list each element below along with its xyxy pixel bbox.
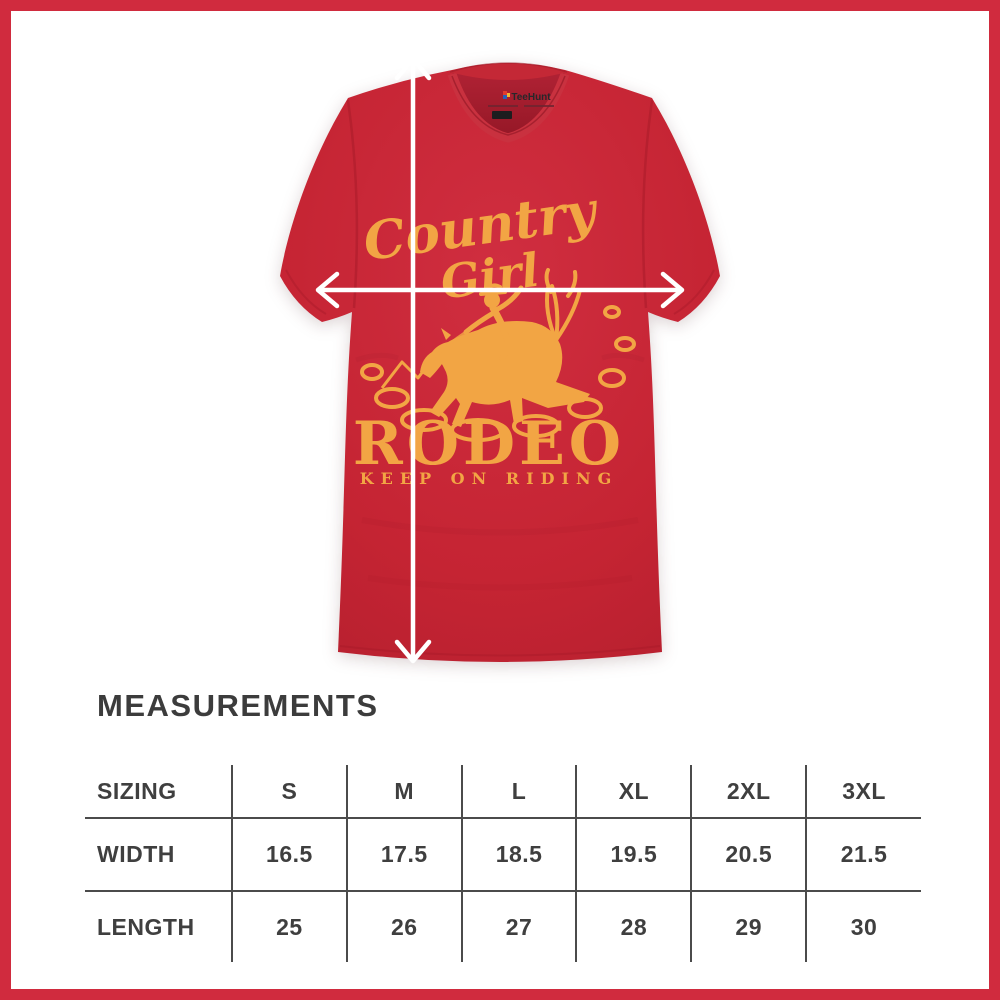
label-text-line bbox=[524, 105, 554, 107]
length-xl: 28 bbox=[575, 891, 692, 962]
width-2xl: 20.5 bbox=[690, 818, 807, 892]
wrinkle bbox=[361, 517, 639, 536]
size-table: SIZING S M L XL 2XL 3XL WIDTH 16.5 17.5 … bbox=[85, 765, 921, 962]
width-measure-arrow bbox=[315, 271, 685, 309]
length-s: 25 bbox=[231, 891, 347, 962]
tshirt-graphic: TeeHunt Country Girl bbox=[280, 56, 720, 664]
neck-label: TeeHunt bbox=[488, 91, 554, 119]
label-text-line bbox=[488, 105, 518, 107]
bottom-hem-seam bbox=[339, 645, 661, 657]
arrowhead-down-icon bbox=[394, 639, 432, 664]
col-header-m: M bbox=[345, 765, 462, 819]
col-header-s: S bbox=[231, 765, 347, 819]
left-armhole-seam bbox=[346, 99, 359, 309]
right-sleeve-hem bbox=[673, 269, 715, 315]
width-m: 17.5 bbox=[345, 818, 462, 892]
wrinkle bbox=[355, 352, 399, 363]
back-collar-seam bbox=[449, 62, 568, 73]
col-header-l: L bbox=[460, 765, 577, 819]
horse-rider-illustration bbox=[360, 268, 636, 442]
length-2xl: 29 bbox=[690, 891, 807, 962]
col-header-3xl: 3XL bbox=[805, 765, 921, 819]
left-sleeve-hem bbox=[285, 269, 327, 315]
arrowhead-left-icon bbox=[315, 271, 340, 309]
length-m: 26 bbox=[345, 891, 462, 962]
wrinkle bbox=[367, 575, 633, 591]
brand-logo-icon bbox=[507, 93, 510, 97]
width-l: 18.5 bbox=[460, 818, 577, 892]
rider-hat-icon bbox=[479, 290, 507, 296]
horse-ear bbox=[441, 328, 451, 340]
length-measure-arrow bbox=[394, 56, 432, 664]
right-armhole-seam bbox=[641, 99, 654, 309]
col-header-2xl: 2XL bbox=[690, 765, 807, 819]
wrinkle bbox=[601, 352, 645, 363]
brand-name: TeeHunt bbox=[511, 92, 551, 103]
col-header-sizing: SIZING bbox=[85, 765, 232, 819]
length-l: 27 bbox=[460, 891, 577, 962]
section-title: MEASUREMENTS bbox=[97, 688, 379, 723]
dust-clouds bbox=[360, 305, 636, 442]
row-label-width: WIDTH bbox=[85, 818, 232, 892]
width-s: 16.5 bbox=[231, 818, 347, 892]
table-row-length: LENGTH 25 26 27 28 29 30 bbox=[85, 891, 921, 962]
row-label-length: LENGTH bbox=[97, 913, 195, 940]
print-tagline: KEEP ON RIDING bbox=[360, 469, 618, 488]
size-tag bbox=[492, 111, 512, 119]
front-collar-seam bbox=[451, 75, 566, 136]
table-row-width: WIDTH 16.5 17.5 18.5 19.5 20.5 21.5 bbox=[85, 818, 921, 892]
product-photo: TeeHunt Country Girl bbox=[280, 56, 720, 664]
rein bbox=[434, 330, 468, 358]
print-title: RODEO bbox=[353, 409, 625, 479]
width-xl: 19.5 bbox=[575, 818, 692, 892]
arrowhead-right-icon bbox=[660, 271, 685, 309]
col-header-xl: XL bbox=[575, 765, 692, 819]
table-header-row: SIZING S M L XL 2XL 3XL bbox=[85, 765, 921, 819]
rider-head bbox=[484, 292, 500, 308]
brand-logo-icon bbox=[503, 91, 507, 95]
length-3xl: 30 bbox=[805, 891, 921, 962]
back-collar-band bbox=[450, 63, 567, 80]
brand-logo-icon bbox=[503, 95, 507, 99]
arrowhead-up-icon bbox=[394, 56, 432, 81]
width-3xl: 21.5 bbox=[805, 818, 921, 892]
